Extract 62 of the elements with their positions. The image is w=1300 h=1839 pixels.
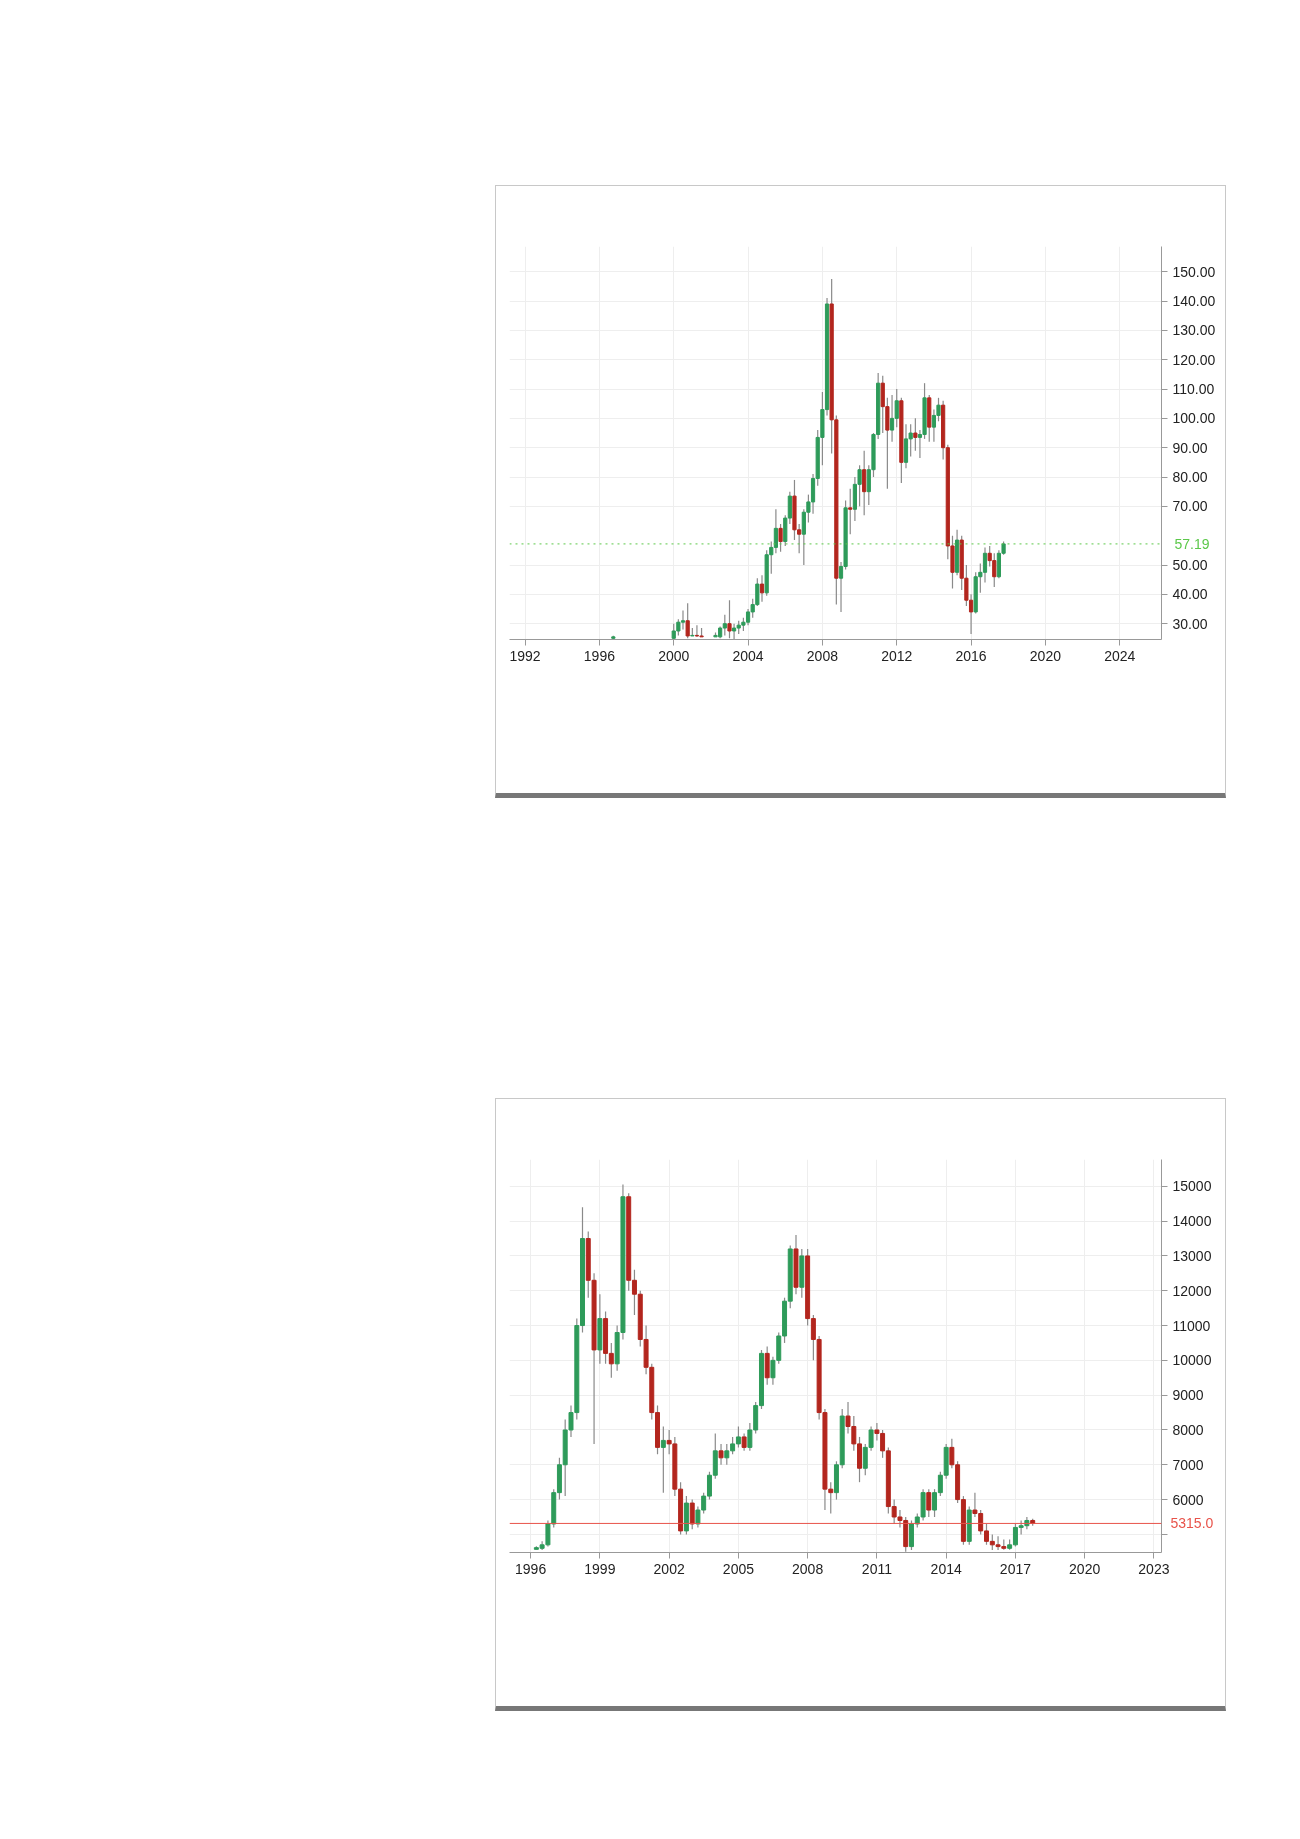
y-tick-label: 15000 [1172, 1178, 1212, 1195]
y-tick-label: 7000 [1172, 1456, 1204, 1473]
x-tick-label: 2008 [792, 1560, 824, 1577]
y-tick-label: 9000 [1172, 1387, 1204, 1404]
x-tick-label: 1996 [583, 647, 616, 664]
candlestick [759, 574, 765, 603]
y-tick-label: 130.00 [1172, 322, 1216, 339]
y-tick-label: 150.00 [1172, 263, 1216, 280]
candlestick [926, 1488, 932, 1518]
candlestick [660, 1425, 666, 1494]
x-tick-label: 2000 [658, 647, 690, 664]
x-tick-label: 1992 [509, 647, 541, 664]
y-tick-label: 90.00 [1172, 439, 1208, 456]
x-tick-label: 1996 [515, 1560, 547, 1577]
y-tick-label: 10000 [1172, 1352, 1212, 1369]
y-tick-label: 70.00 [1172, 498, 1208, 515]
x-tick-label: 1999 [584, 1560, 616, 1577]
x-tick-label: 2020 [1069, 1560, 1101, 1577]
y-tick-label: 30.00 [1172, 615, 1208, 632]
y-tick-label: 100.00 [1172, 410, 1216, 427]
x-tick-label: 2002 [653, 1560, 685, 1577]
y-tick-label: 110.00 [1172, 381, 1215, 398]
candlestick [689, 1498, 695, 1530]
candlestick [722, 614, 727, 636]
ref-line-label: 5315.0 [1170, 1515, 1214, 1532]
y-tick-label: 80.00 [1172, 469, 1208, 486]
y-tick-label: 120.00 [1172, 351, 1216, 368]
candlestick [773, 508, 778, 554]
candlestick [862, 450, 867, 516]
candlestick [727, 599, 732, 639]
x-tick-label: 2023 [1138, 1560, 1170, 1577]
x-tick-label: 2024 [1104, 647, 1136, 664]
y-tick-label: 140.00 [1172, 293, 1216, 310]
x-tick-label: 2014 [930, 1560, 962, 1577]
ref-line-label: 57.19 [1174, 535, 1210, 552]
candlestick [718, 1443, 724, 1466]
candlestick [931, 408, 937, 443]
y-tick-label: 13000 [1172, 1247, 1212, 1264]
x-tick-label: 2012 [881, 647, 913, 664]
x-tick-label: 2017 [999, 1560, 1032, 1577]
candlestick [731, 623, 737, 640]
y-tick-label: 40.00 [1172, 586, 1208, 603]
y-tick-label: 14000 [1172, 1213, 1212, 1230]
candlestick [903, 423, 909, 469]
candlestick [680, 609, 686, 631]
y-tick-label: 50.00 [1172, 557, 1208, 574]
y-tick-label: 12000 [1172, 1282, 1212, 1299]
x-tick-label: 2008 [806, 647, 839, 664]
candlestick [694, 624, 700, 638]
x-tick-label: 2011 [861, 1560, 893, 1577]
candlestick [685, 602, 690, 639]
x-tick-label: 2020 [1029, 647, 1062, 664]
candlestick [848, 488, 853, 535]
y-tick-label: 8000 [1172, 1421, 1204, 1438]
candlestick [889, 394, 895, 443]
y-tick-label: 11000 [1172, 1317, 1211, 1334]
candlestick [982, 546, 988, 584]
x-tick-label: 2004 [732, 647, 764, 664]
x-tick-label: 2016 [955, 647, 987, 664]
x-tick-label: 2005 [722, 1560, 755, 1577]
candlestick [778, 523, 783, 553]
y-tick-label: 6000 [1172, 1491, 1204, 1508]
